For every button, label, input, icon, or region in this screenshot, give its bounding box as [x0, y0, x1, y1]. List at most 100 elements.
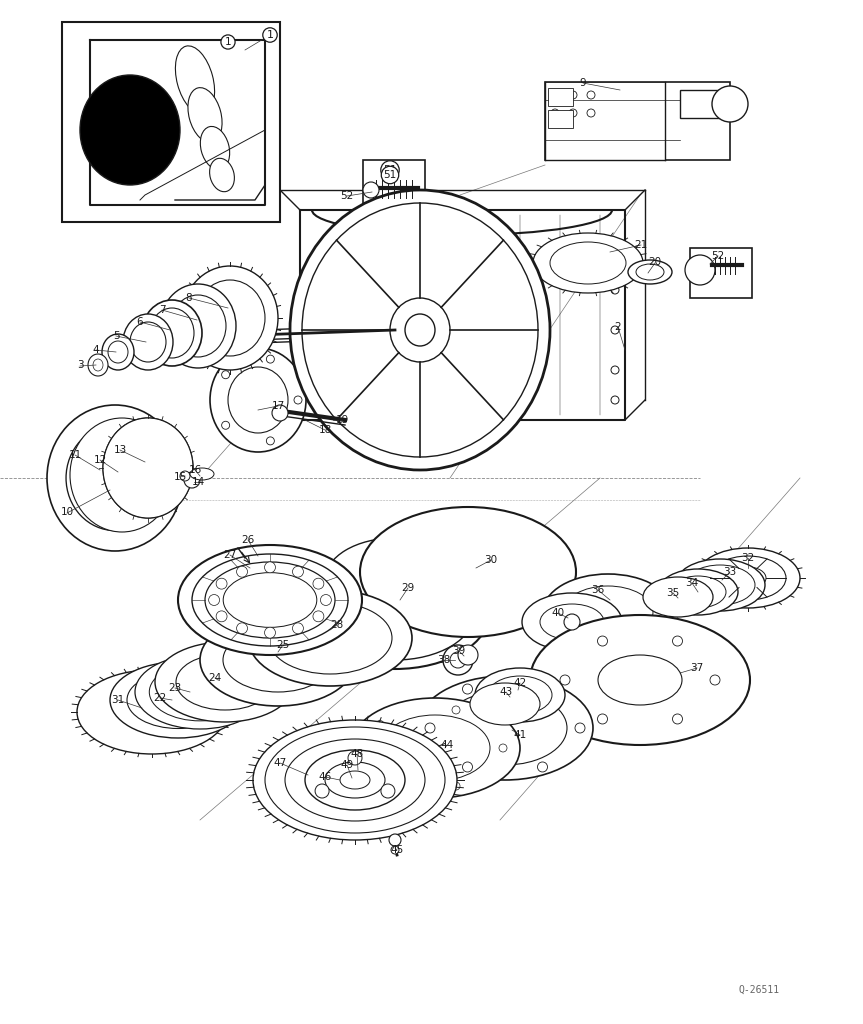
Text: 39: 39: [452, 646, 466, 656]
Text: 20: 20: [648, 257, 662, 267]
Circle shape: [611, 286, 619, 294]
Text: 49: 49: [340, 760, 354, 770]
Text: 48: 48: [350, 749, 363, 759]
Text: 52: 52: [340, 191, 354, 201]
Text: 27: 27: [224, 550, 236, 560]
Circle shape: [381, 784, 395, 798]
Text: 1: 1: [224, 37, 231, 47]
Ellipse shape: [77, 670, 227, 754]
Text: 12: 12: [93, 455, 107, 465]
Ellipse shape: [643, 577, 713, 617]
Circle shape: [569, 91, 577, 99]
Ellipse shape: [636, 264, 664, 280]
Ellipse shape: [470, 683, 540, 725]
Circle shape: [611, 326, 619, 334]
Ellipse shape: [80, 75, 180, 185]
Ellipse shape: [210, 159, 235, 191]
Circle shape: [569, 109, 577, 117]
Text: 23: 23: [168, 683, 181, 693]
Circle shape: [538, 762, 547, 772]
Circle shape: [265, 562, 275, 572]
Ellipse shape: [127, 672, 229, 728]
Ellipse shape: [417, 676, 593, 780]
Circle shape: [184, 472, 200, 488]
Text: 35: 35: [666, 588, 680, 598]
Text: 45: 45: [390, 845, 404, 855]
Circle shape: [564, 614, 580, 630]
Ellipse shape: [265, 727, 445, 833]
Ellipse shape: [182, 266, 278, 370]
Ellipse shape: [188, 88, 222, 142]
Text: 18: 18: [318, 425, 331, 435]
Text: 52: 52: [711, 251, 725, 261]
Ellipse shape: [195, 280, 265, 356]
Bar: [548, 110, 573, 128]
Circle shape: [376, 768, 384, 775]
Ellipse shape: [628, 260, 672, 284]
Text: 11: 11: [68, 450, 82, 460]
Text: 42: 42: [513, 678, 526, 688]
Circle shape: [272, 406, 288, 421]
Ellipse shape: [302, 203, 538, 457]
Ellipse shape: [305, 750, 405, 810]
Ellipse shape: [563, 586, 653, 638]
Circle shape: [560, 675, 570, 685]
Circle shape: [293, 623, 304, 634]
Circle shape: [443, 645, 473, 675]
Ellipse shape: [685, 255, 715, 285]
Ellipse shape: [224, 572, 317, 628]
Text: 2: 2: [614, 322, 621, 332]
Circle shape: [710, 675, 720, 685]
Text: 24: 24: [208, 673, 222, 683]
Text: 38: 38: [438, 655, 450, 665]
Circle shape: [222, 371, 230, 379]
Ellipse shape: [190, 468, 214, 480]
Text: 47: 47: [274, 758, 287, 768]
Text: 31: 31: [111, 695, 124, 705]
Circle shape: [209, 595, 219, 605]
Ellipse shape: [215, 568, 325, 632]
Circle shape: [575, 723, 585, 733]
Ellipse shape: [150, 308, 194, 358]
Ellipse shape: [103, 418, 193, 518]
Ellipse shape: [102, 334, 134, 370]
Text: 51: 51: [383, 170, 397, 180]
Ellipse shape: [390, 298, 450, 362]
Ellipse shape: [540, 604, 604, 640]
Ellipse shape: [340, 771, 370, 790]
Ellipse shape: [380, 715, 490, 781]
Bar: [690, 248, 752, 298]
Ellipse shape: [315, 564, 475, 660]
Text: 51: 51: [383, 165, 397, 175]
Text: 16: 16: [188, 465, 202, 475]
Text: 29: 29: [401, 583, 414, 593]
Text: 25: 25: [276, 640, 290, 650]
Circle shape: [222, 421, 230, 429]
Circle shape: [216, 611, 227, 622]
Ellipse shape: [443, 691, 567, 765]
Circle shape: [267, 437, 274, 444]
Circle shape: [597, 714, 608, 724]
Ellipse shape: [103, 418, 193, 518]
Text: 28: 28: [331, 620, 343, 630]
Circle shape: [267, 355, 274, 364]
Bar: [62, 22, 280, 222]
Ellipse shape: [232, 578, 308, 622]
Ellipse shape: [160, 284, 236, 368]
Circle shape: [265, 628, 275, 638]
Text: 3: 3: [77, 360, 84, 370]
Text: 7: 7: [159, 305, 166, 315]
Ellipse shape: [200, 126, 230, 170]
Ellipse shape: [488, 676, 552, 714]
Bar: [680, 90, 735, 118]
Text: 1: 1: [267, 30, 274, 40]
Circle shape: [216, 579, 227, 589]
Text: 22: 22: [154, 693, 167, 703]
Ellipse shape: [360, 507, 576, 637]
Circle shape: [551, 109, 559, 117]
Ellipse shape: [530, 615, 750, 745]
Text: 26: 26: [242, 535, 255, 545]
Text: 46: 46: [318, 772, 331, 782]
Text: 43: 43: [500, 687, 513, 697]
Ellipse shape: [135, 655, 265, 729]
